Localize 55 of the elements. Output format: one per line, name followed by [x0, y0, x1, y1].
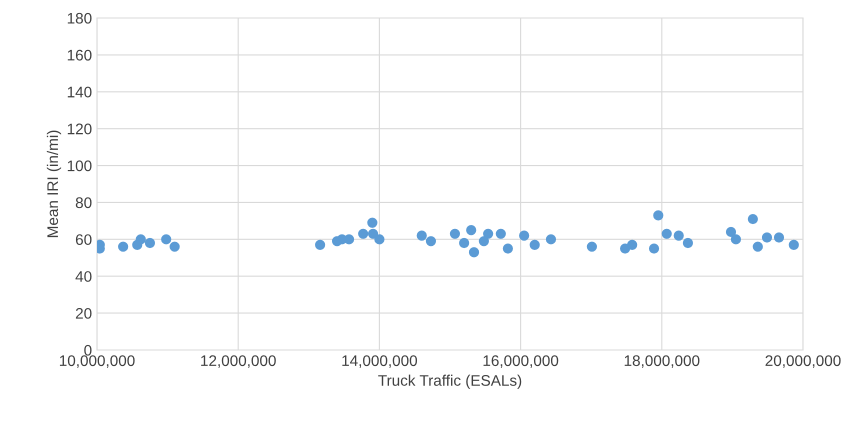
point	[726, 226, 736, 238]
point	[416, 230, 427, 241]
point	[627, 240, 638, 250]
point	[774, 232, 784, 243]
y-tick-label: 180	[68, 12, 92, 24]
point	[788, 240, 799, 250]
y-tick-label: 40	[76, 271, 92, 282]
point	[730, 234, 742, 244]
point	[530, 240, 540, 250]
y-tick-label: 160	[68, 50, 92, 61]
point	[374, 234, 384, 244]
point	[748, 214, 758, 224]
point	[483, 228, 494, 239]
y-axis-title: Mean IRI (in/mi)	[46, 130, 62, 238]
point	[478, 236, 489, 246]
y-tick-label: 120	[68, 124, 92, 134]
point	[762, 232, 772, 243]
point	[662, 228, 672, 239]
y-tick-label: 140	[68, 86, 92, 98]
point	[136, 234, 146, 244]
point	[426, 236, 436, 246]
point	[315, 240, 326, 250]
point	[170, 242, 180, 252]
point	[468, 247, 480, 258]
point	[648, 243, 660, 254]
point	[653, 210, 664, 220]
point	[450, 228, 460, 239]
x-tick-label: 18,000,000	[624, 355, 700, 368]
y-tick-label: 80	[76, 197, 92, 208]
point	[459, 238, 470, 248]
point	[118, 242, 128, 252]
x-tick-label: 10,000,000	[60, 355, 135, 368]
point	[682, 238, 694, 248]
y-tick-label: 60	[76, 234, 92, 246]
point	[466, 225, 476, 236]
point	[519, 230, 530, 241]
point	[586, 242, 597, 252]
y-tick-label: 100	[68, 160, 92, 172]
point	[358, 228, 368, 239]
point	[496, 228, 506, 239]
x-axis-title: Truck Traffic (ESALs)	[378, 374, 522, 389]
point	[367, 218, 378, 228]
x-tick-label: 20,000,000	[766, 355, 841, 368]
point	[546, 234, 556, 244]
point	[674, 230, 684, 241]
point	[144, 238, 156, 248]
point	[502, 243, 513, 254]
x-tick-label: 12,000,000	[201, 355, 276, 368]
y-tick-label: 20	[76, 308, 92, 319]
x-tick-label: 16,000,000	[484, 355, 558, 368]
y-tick-label: 0	[84, 344, 92, 356]
point	[752, 242, 763, 252]
x-tick-label: 14,000,000	[342, 355, 418, 368]
point	[368, 228, 378, 239]
point	[161, 234, 172, 244]
